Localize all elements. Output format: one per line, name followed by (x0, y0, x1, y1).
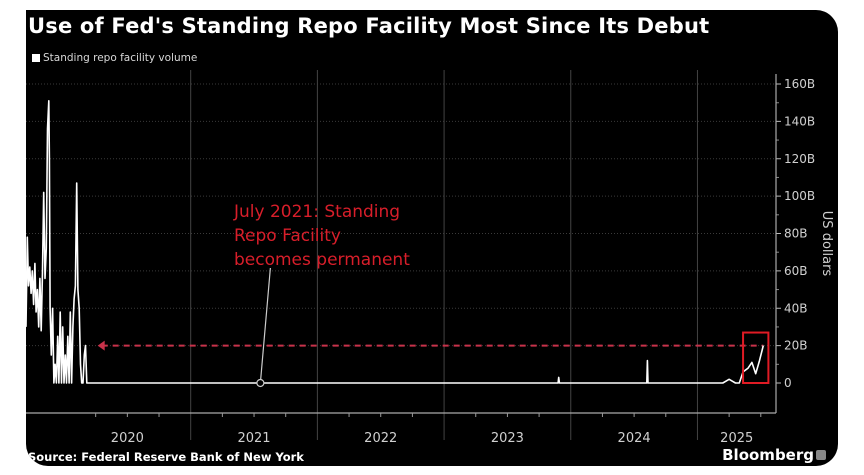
legend-swatch (32, 54, 40, 62)
y-axis: 0 20B 40B 60B 80B 100B 120B 140B 160B US dollars (775, 74, 834, 413)
y-tick-label: 140B (784, 114, 815, 128)
annotation-group: July 2021: Standing Repo Facility becomes … (233, 202, 770, 388)
y-tick-label: 120B (784, 152, 815, 166)
brand-logo: Bloomberg (722, 446, 814, 464)
x-tick-label: 2022 (364, 431, 397, 446)
y-axis-title: US dollars (819, 211, 834, 277)
reference-line-group (97, 340, 764, 351)
legend: Standing repo facility volume (32, 52, 197, 64)
x-axis: 2020 2021 2022 2023 2024 2025 (26, 412, 776, 446)
x-tick-label: 2023 (491, 431, 524, 446)
year-separators (190, 70, 698, 440)
x-tick-label: 2025 (720, 431, 753, 446)
chart-svg: July 2021: Standing Repo Facility becomes … (26, 70, 834, 446)
x-tick-label: 2020 (111, 431, 144, 446)
source-note: Source: Federal Reserve Bank of New York (28, 450, 304, 464)
annotation-text-line: becomes permanent (234, 250, 410, 270)
highlight-box (742, 331, 770, 385)
x-tick-label: 2021 (237, 431, 270, 446)
grid-lines (26, 83, 776, 347)
y-tick-label: 160B (784, 77, 815, 91)
annotation-marker (256, 378, 265, 388)
y-tick-label: 100B (784, 189, 815, 203)
y-tick-label: 80B (784, 227, 808, 241)
series-line (26, 100, 765, 384)
y-tick-label: 60B (784, 264, 808, 278)
reference-arrowhead (97, 340, 105, 351)
x-tick-label: 2024 (618, 431, 651, 446)
brand-icon (816, 450, 826, 460)
annotation-leader-line (259, 267, 271, 384)
y-tick-label: 40B (784, 301, 808, 315)
annotation-text-line: Repo Facility (234, 226, 341, 246)
y-tick-label: 0 (784, 376, 792, 390)
series-group (26, 100, 765, 384)
legend-label: Standing repo facility volume (43, 52, 198, 64)
chart-title: Use of Fed's Standing Repo Facility Most… (28, 14, 710, 38)
chart-panel: Use of Fed's Standing Repo Facility Most… (26, 10, 838, 466)
y-tick-label: 20B (784, 339, 808, 353)
annotation-text-line: July 2021: Standing (233, 202, 400, 222)
